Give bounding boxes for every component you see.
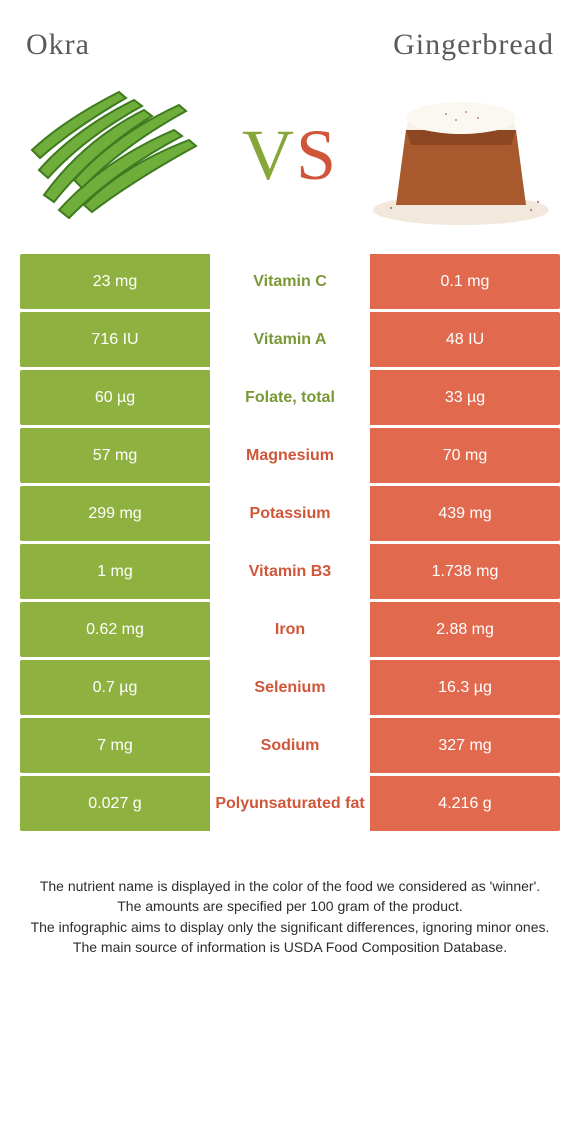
nutrient-label: Selenium xyxy=(210,660,370,715)
right-value: 48 IU xyxy=(370,312,560,367)
footnote-line: The amounts are specified per 100 gram o… xyxy=(30,896,550,916)
table-row: 0.7 µgSelenium16.3 µg xyxy=(20,660,560,715)
nutrient-label: Potassium xyxy=(210,486,370,541)
left-value: 57 mg xyxy=(20,428,210,483)
nutrient-label: Vitamin B3 xyxy=(210,544,370,599)
nutrient-label: Magnesium xyxy=(210,428,370,483)
left-value: 716 IU xyxy=(20,312,210,367)
footnote-line: The main source of information is USDA F… xyxy=(30,937,550,957)
table-row: 716 IUVitamin A48 IU xyxy=(20,312,560,367)
table-row: 23 mgVitamin C0.1 mg xyxy=(20,254,560,309)
right-value: 16.3 µg xyxy=(370,660,560,715)
table-row: 0.027 gPolyunsaturated fat4.216 g xyxy=(20,776,560,831)
left-value: 1 mg xyxy=(20,544,210,599)
comparison-table: 23 mgVitamin C0.1 mg716 IUVitamin A48 IU… xyxy=(20,254,560,831)
titles-row: Okra Gingerbread xyxy=(20,28,560,80)
table-row: 0.62 mgIron2.88 mg xyxy=(20,602,560,657)
right-value: 33 µg xyxy=(370,370,560,425)
nutrient-label: Sodium xyxy=(210,718,370,773)
left-value: 60 µg xyxy=(20,370,210,425)
left-value: 0.7 µg xyxy=(20,660,210,715)
footnote-line: The nutrient name is displayed in the co… xyxy=(30,876,550,896)
vs-label: VS xyxy=(242,114,338,197)
footnotes: The nutrient name is displayed in the co… xyxy=(20,834,560,957)
left-value: 7 mg xyxy=(20,718,210,773)
left-value: 23 mg xyxy=(20,254,210,309)
right-value: 1.738 mg xyxy=(370,544,560,599)
right-value: 70 mg xyxy=(370,428,560,483)
table-row: 57 mgMagnesium70 mg xyxy=(20,428,560,483)
right-food-title: Gingerbread xyxy=(393,28,554,62)
vs-s: S xyxy=(296,115,338,195)
gingerbread-image xyxy=(366,80,556,230)
table-row: 1 mgVitamin B31.738 mg xyxy=(20,544,560,599)
left-value: 0.027 g xyxy=(20,776,210,831)
hero-row: VS xyxy=(20,80,560,254)
left-value: 0.62 mg xyxy=(20,602,210,657)
table-row: 60 µgFolate, total33 µg xyxy=(20,370,560,425)
nutrient-label: Iron xyxy=(210,602,370,657)
left-value: 299 mg xyxy=(20,486,210,541)
right-value: 4.216 g xyxy=(370,776,560,831)
right-value: 0.1 mg xyxy=(370,254,560,309)
right-value: 2.88 mg xyxy=(370,602,560,657)
table-row: 7 mgSodium327 mg xyxy=(20,718,560,773)
right-value: 439 mg xyxy=(370,486,560,541)
right-value: 327 mg xyxy=(370,718,560,773)
nutrient-label: Polyunsaturated fat xyxy=(210,776,370,831)
footnote-line: The infographic aims to display only the… xyxy=(30,917,550,937)
left-food-title: Okra xyxy=(26,28,90,62)
table-row: 299 mgPotassium439 mg xyxy=(20,486,560,541)
nutrient-label: Vitamin A xyxy=(210,312,370,367)
nutrient-label: Vitamin C xyxy=(210,254,370,309)
nutrient-label: Folate, total xyxy=(210,370,370,425)
okra-image xyxy=(24,80,214,230)
vs-v: V xyxy=(242,115,296,195)
